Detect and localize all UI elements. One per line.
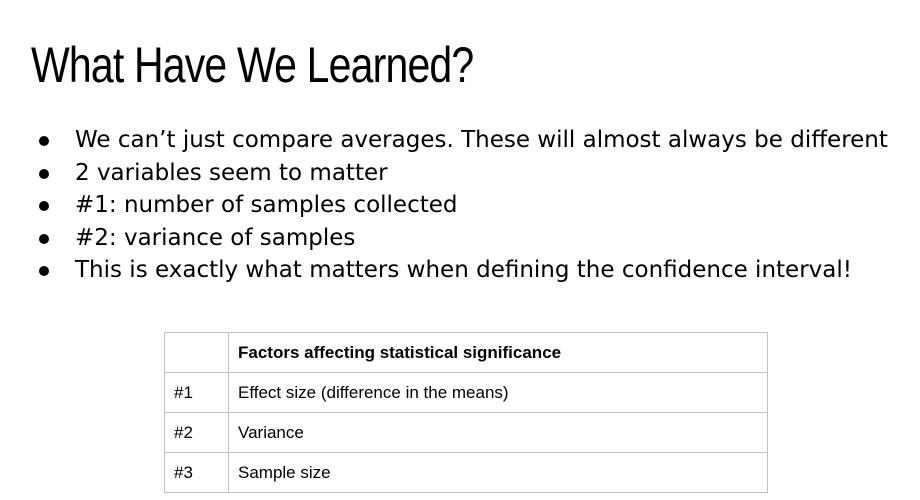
table-cell-factor: Sample size [228,452,768,493]
bullet-dot-icon [39,168,49,179]
table-cell-index: #2 [164,412,229,453]
bullet-text: We can’t just compare averages. These wi… [75,127,888,153]
bullet-text: #2: variance of samples [75,224,356,251]
bullet-dot-icon [39,136,49,146]
table-row: #3 Sample size [164,452,768,493]
table-header-row: Factors affecting statistical significan… [164,332,768,373]
table-cell-factor: Effect size (difference in the means) [228,372,768,413]
bullet-dot-icon [39,266,49,276]
factors-table: Factors affecting statistical significan… [164,332,768,493]
bullet-dot-icon [39,201,49,211]
table-cell-index: #1 [164,372,229,413]
bullet-text: #1: number of samples collected [75,192,458,218]
bullet-text: This is exactly what matters when defini… [75,257,852,283]
table-header-cell-index [164,332,229,373]
table-header-cell-factor: Factors affecting statistical significan… [228,332,768,373]
table-row: #2 Variance [164,412,768,453]
bullet-dot-icon [39,233,49,244]
table-cell-factor: Variance [228,412,768,453]
table-row: #1 Effect size (difference in the means) [164,372,768,413]
table-cell-index: #3 [164,452,229,493]
bullet-text: 2 variables seem to matter [75,159,388,186]
slide-title: What Have We Learned? [31,37,474,93]
